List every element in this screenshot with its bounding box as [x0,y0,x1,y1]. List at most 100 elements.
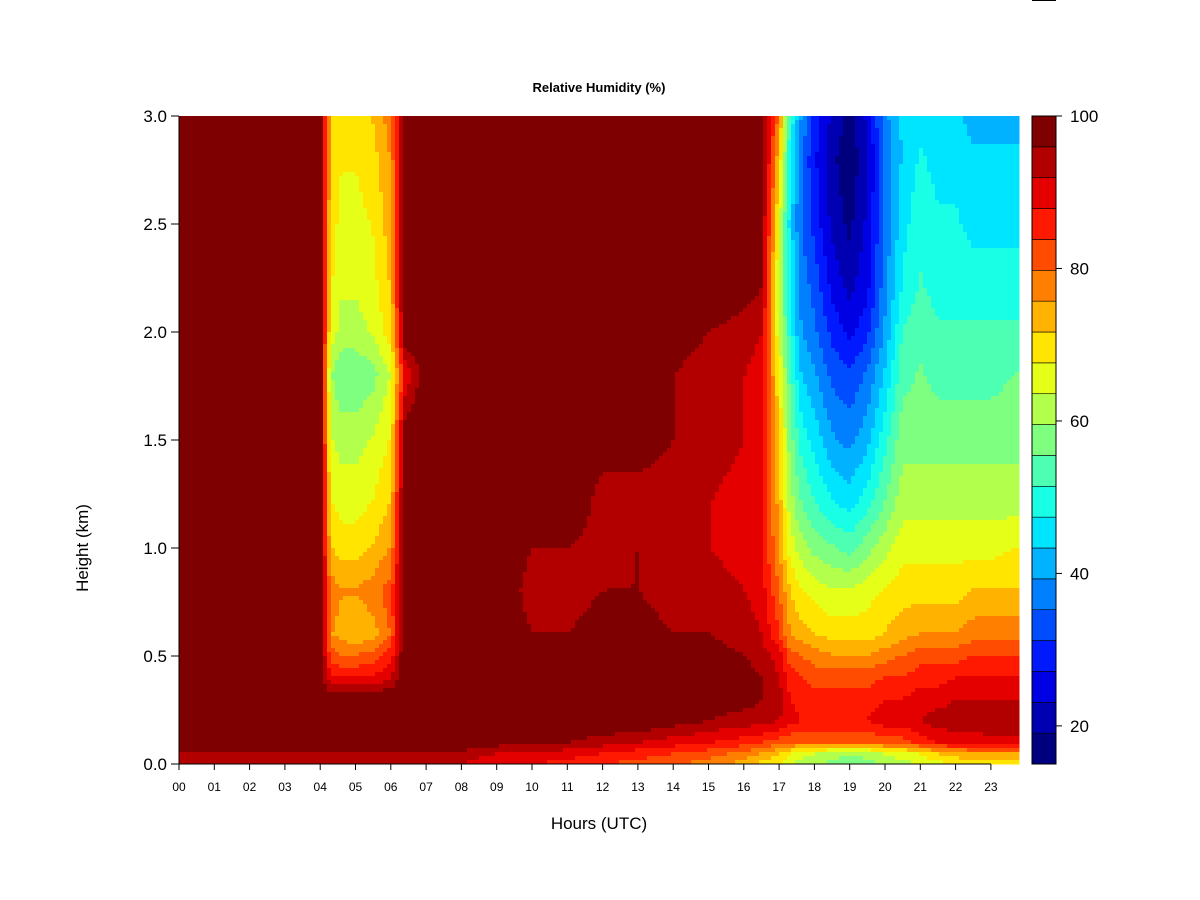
heatmap-cell [259,640,264,645]
heatmap-cell [199,488,204,493]
heatmap-cell [287,220,292,225]
heatmap-cell [279,576,284,581]
heatmap-cell [267,540,272,545]
heatmap-cell [211,696,216,701]
heatmap-cell [283,612,288,617]
heatmap-cell [259,264,264,269]
heatmap-cell [183,184,188,189]
heatmap-cell [291,168,296,173]
heatmap-cell [195,456,200,461]
heatmap-cell [299,344,304,349]
heatmap-cell [291,252,296,257]
heatmap-cell [291,740,296,745]
heatmap-cell [283,584,288,589]
heatmap-cell [275,204,280,209]
heatmap-cell [267,316,272,321]
heatmap-cell [255,132,260,137]
heatmap-cell [251,364,256,369]
heatmap-cell [179,580,184,585]
heatmap-cell [259,400,264,405]
heatmap-cell [191,756,196,761]
heatmap-cell [207,396,212,401]
heatmap-cell [239,152,244,157]
heatmap-cell [187,456,192,461]
heatmap-cell [227,608,232,613]
heatmap-cell [203,324,208,329]
heatmap-cell [299,136,304,141]
heatmap-cell [271,488,276,493]
heatmap-cell [271,492,276,497]
heatmap-cell [287,372,292,377]
heatmap-cell [243,744,248,749]
heatmap-cell [183,564,188,569]
heatmap-cell [231,692,236,697]
heatmap-cell [223,680,228,685]
heatmap-cell [283,512,288,517]
heatmap-cell [259,520,264,525]
heatmap-cell [195,656,200,661]
heatmap-cell [299,280,304,285]
heatmap-cell [223,352,228,357]
heatmap-cell [295,736,300,741]
heatmap-cell [243,648,248,653]
heatmap-cell [287,352,292,357]
heatmap-cell [239,392,244,397]
heatmap-cell [187,640,192,645]
heatmap-cell [207,252,212,257]
heatmap-cell [187,324,192,329]
heatmap-cell [227,596,232,601]
heatmap-cell [183,572,188,577]
heatmap-cell [199,224,204,229]
heatmap-cell [251,576,256,581]
heatmap-cell [271,160,276,165]
heatmap-cell [279,496,284,501]
heatmap-cell [283,248,288,253]
heatmap-cell [287,128,292,133]
heatmap-cell [187,308,192,313]
heatmap-cell [223,652,228,657]
heatmap-cell [279,168,284,173]
heatmap-cell [239,388,244,393]
heatmap-cell [207,696,212,701]
heatmap-cell [295,604,300,609]
heatmap-cell [223,736,228,741]
heatmap-cell [231,252,236,257]
heatmap-cell [199,204,204,209]
heatmap-cell [227,356,232,361]
heatmap-cell [195,500,200,505]
heatmap-cell [283,432,288,437]
heatmap-cell [287,260,292,265]
heatmap-cell [207,756,212,761]
heatmap-cell [291,456,296,461]
heatmap-cell [251,224,256,229]
heatmap-cell [203,728,208,733]
heatmap-cell [247,192,252,197]
heatmap-cell [247,424,252,429]
heatmap-cell [227,544,232,549]
heatmap-cell [223,188,228,193]
heatmap-cell [231,668,236,673]
heatmap-cell [203,424,208,429]
heatmap-cell [267,744,272,749]
heatmap-cell [219,568,224,573]
heatmap-cell [279,228,284,233]
heatmap-cell [287,360,292,365]
heatmap-cell [179,404,184,409]
heatmap-cell [255,592,260,597]
heatmap-cell [271,460,276,465]
heatmap-cell [267,656,272,661]
heatmap-cell [283,468,288,473]
heatmap-cell [247,656,252,661]
heatmap-cell [187,316,192,321]
heatmap-cell [243,284,248,289]
heatmap-cell [271,252,276,257]
heatmap-cell [263,316,268,321]
heatmap-cell [267,220,272,225]
heatmap-cell [263,196,268,201]
heatmap-cell [183,476,188,481]
heatmap-cell [191,468,196,473]
heatmap-cell [287,388,292,393]
heatmap-cell [243,644,248,649]
heatmap-cell [187,560,192,565]
heatmap-cell [183,164,188,169]
